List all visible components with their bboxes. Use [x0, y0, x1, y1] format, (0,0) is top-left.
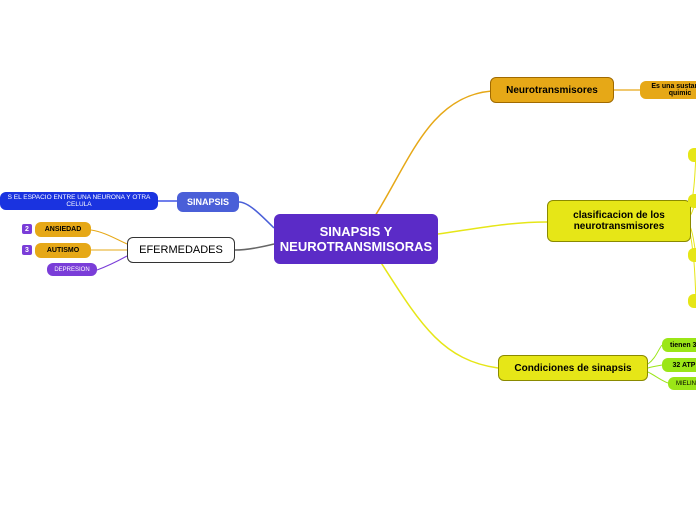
neurotransmisores-desc-label: Es una sustancia quimic	[648, 83, 696, 97]
condiciones-label: Condiciones de sinapsis	[514, 363, 631, 374]
autismo-node[interactable]: AUTISMO	[35, 243, 91, 258]
clasif-child-0[interactable]: po	[688, 148, 696, 162]
enfermedades-label: EFERMEDADES	[139, 244, 223, 256]
ansiedad-node[interactable]: ANSIEDAD	[35, 222, 91, 237]
center-label: SINAPSIS Y NEUROTRANSMISORAS	[280, 224, 432, 254]
ansiedad-badge: 2	[22, 224, 32, 234]
neurotransmisores-node[interactable]: Neurotransmisores	[490, 77, 614, 103]
center-node[interactable]: SINAPSIS Y NEUROTRANSMISORAS	[274, 214, 438, 264]
condiciones-node[interactable]: Condiciones de sinapsis	[498, 355, 648, 381]
clasif-child-2[interactable]: por	[688, 248, 696, 262]
cond-child-1[interactable]: 32 ATP	[662, 358, 696, 372]
clasificacion-label: clasificacion de los neurotransmisores	[556, 210, 682, 232]
clasif-child-3[interactable]: po	[688, 294, 696, 308]
autismo-label: AUTISMO	[47, 247, 79, 254]
sinapsis-desc-label: S EL ESPACIO ENTRE UNA NEURONA Y OTRA CE…	[4, 194, 154, 208]
enfermedades-node[interactable]: EFERMEDADES	[127, 237, 235, 263]
depresion-node[interactable]: DEPRESION	[47, 263, 97, 276]
neurotransmisores-desc-node[interactable]: Es una sustancia quimic	[640, 81, 696, 99]
neurotransmisores-label: Neurotransmisores	[506, 85, 598, 96]
clasificacion-node[interactable]: clasificacion de los neurotransmisores	[547, 200, 691, 242]
depresion-label: DEPRESION	[54, 267, 89, 273]
clasif-child-1[interactable]: dur	[688, 194, 696, 208]
cond-child-2[interactable]: MIELINA	[668, 377, 696, 390]
ansiedad-label: ANSIEDAD	[45, 226, 82, 233]
autismo-badge: 3	[22, 245, 32, 255]
cond-child-0[interactable]: tienen 35 millivolt	[662, 338, 696, 352]
sinapsis-label: SINAPSIS	[187, 197, 229, 207]
sinapsis-node[interactable]: SINAPSIS	[177, 192, 239, 212]
sinapsis-desc-node[interactable]: S EL ESPACIO ENTRE UNA NEURONA Y OTRA CE…	[0, 192, 158, 210]
